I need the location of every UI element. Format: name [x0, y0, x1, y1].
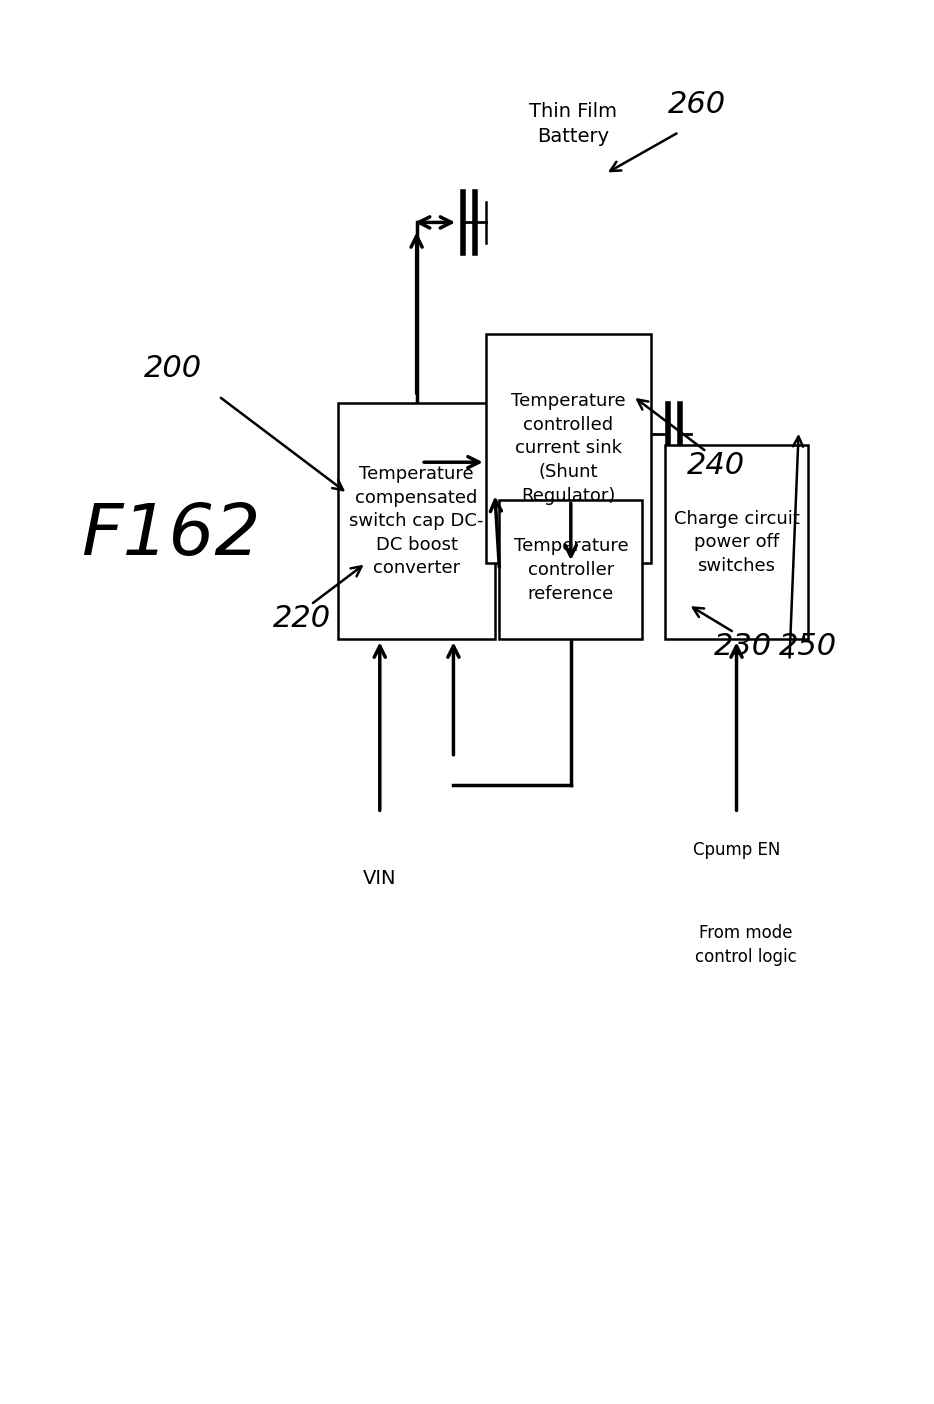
Text: 260: 260 [668, 90, 726, 119]
FancyBboxPatch shape [665, 445, 808, 639]
Text: Cpump EN: Cpump EN [692, 841, 780, 859]
FancyBboxPatch shape [486, 334, 651, 563]
Text: 200: 200 [144, 354, 202, 383]
FancyBboxPatch shape [338, 403, 495, 639]
Text: Temperature
controlled
current sink
(Shunt
Regulator): Temperature controlled current sink (Shu… [511, 392, 626, 504]
Text: 230: 230 [714, 632, 772, 661]
FancyBboxPatch shape [499, 500, 642, 639]
Text: 220: 220 [273, 604, 331, 633]
Text: Charge circuit
power off
switches: Charge circuit power off switches [673, 510, 800, 574]
Text: VIN: VIN [362, 869, 396, 887]
Text: Temperature
controller
reference: Temperature controller reference [513, 538, 628, 602]
Text: Temperature
compensated
switch cap DC-
DC boost
converter: Temperature compensated switch cap DC- D… [349, 465, 484, 577]
Text: 240: 240 [686, 451, 744, 480]
Text: From mode
control logic: From mode control logic [695, 924, 796, 966]
Text: F162: F162 [80, 501, 260, 570]
Text: 250: 250 [778, 632, 837, 661]
Text: Thin Film
Battery: Thin Film Battery [529, 102, 616, 146]
